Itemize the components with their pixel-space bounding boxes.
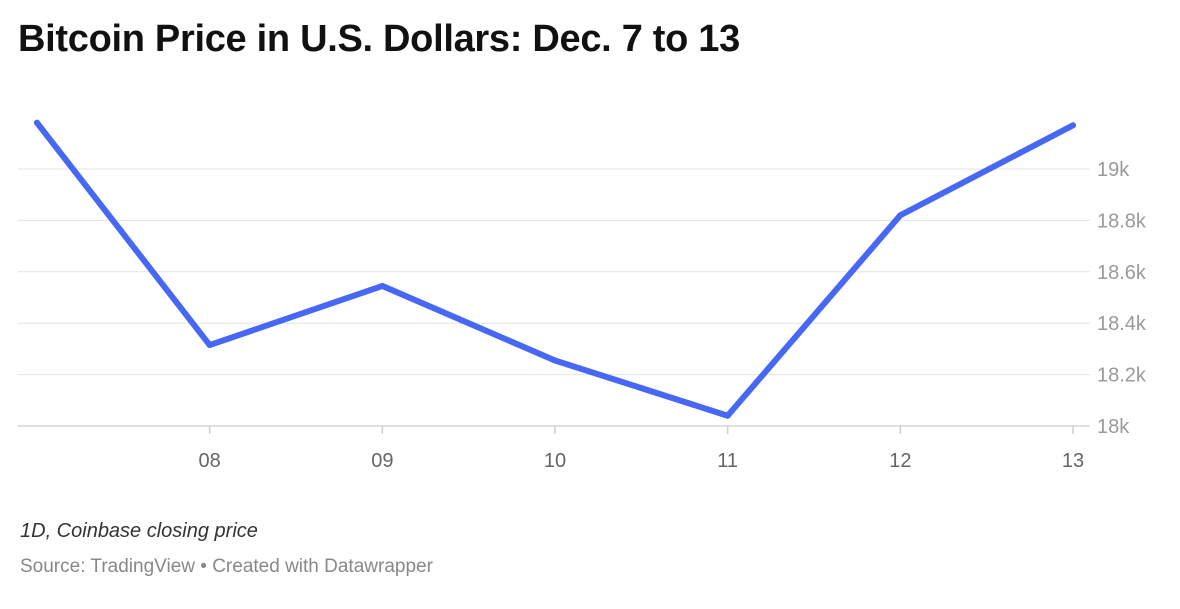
data-point (34, 119, 40, 126)
x-tick-label: 09 (371, 450, 393, 472)
y-tick-label: 18.2k (1097, 365, 1147, 387)
created-with: Created with Datawrapper (212, 556, 433, 577)
source-label: Source: (20, 556, 86, 577)
y-tick-label: 18.8k (1097, 210, 1147, 232)
chart-note: 1D, Coinbase closing price (20, 520, 258, 542)
series-layer (34, 119, 1076, 419)
y-tick-label: 19k (1097, 159, 1130, 181)
y-tick-label: 18.6k (1097, 262, 1147, 284)
chart-title: Bitcoin Price in U.S. Dollars: Dec. 7 to… (18, 18, 740, 60)
data-point (897, 212, 904, 219)
x-tick-label: 08 (199, 450, 221, 472)
data-point (206, 342, 213, 349)
data-point (1070, 122, 1076, 129)
source-name: TradingView (90, 556, 195, 577)
data-point (552, 357, 558, 364)
x-axis: 08 09 10 11 12 13 (199, 426, 1084, 472)
series-line (34, 119, 1076, 419)
footer-separator: • (200, 556, 207, 577)
data-point (379, 282, 386, 289)
data-point (724, 412, 731, 419)
x-tick-label: 13 (1062, 450, 1084, 472)
chart-footer: Source: TradingView • Created with Dataw… (20, 556, 433, 578)
x-tick-label: 10 (544, 450, 566, 472)
y-axis: 18k 18.2k 18.4k 18.6k 18.8k 19k (1097, 159, 1147, 438)
x-tick-label: 12 (889, 450, 911, 472)
gridlines (18, 168, 1090, 427)
x-tick-label: 11 (717, 450, 738, 472)
y-tick-label: 18.4k (1097, 313, 1147, 335)
y-tick-label: 18k (1097, 416, 1130, 438)
